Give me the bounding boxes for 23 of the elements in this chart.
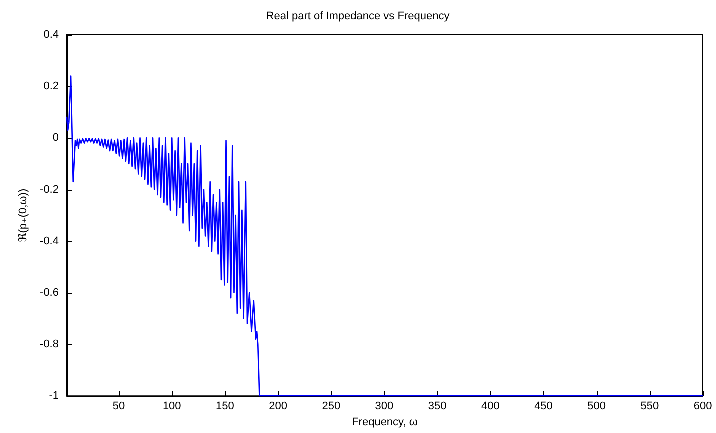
x-tick-label: 600 [694, 400, 712, 413]
y-tick-label: -0.8 [40, 338, 59, 351]
y-axis-title: ℜ(p₊(0,ω)) [18, 188, 30, 242]
x-tick-label: 50 [112, 400, 126, 413]
x-tick-label: 150 [216, 400, 234, 413]
y-tick-label: -0.2 [40, 184, 59, 196]
x-tick-label: 300 [375, 400, 394, 413]
y-tick-label: 0.2 [44, 80, 59, 93]
x-tick-label: 200 [269, 400, 288, 413]
x-tick-label: 250 [322, 400, 341, 413]
y-tick-label: -0.6 [40, 286, 59, 299]
x-tick-label: 100 [162, 400, 182, 413]
x-tick-label: 450 [534, 400, 553, 413]
y-tick-label: -0.4 [40, 235, 59, 248]
x-tick-label: 400 [481, 400, 500, 413]
y-tick-label: 0.4 [44, 29, 59, 41]
x-tick-label: 500 [588, 400, 606, 413]
x-axis-title: Frequency, ω [352, 416, 418, 428]
x-tick-label: 350 [428, 400, 447, 413]
y-tick-label: -1 [49, 390, 59, 402]
y-tick-label: 0 [52, 132, 59, 144]
chart-title: Real part of Impedance vs Frequency [266, 10, 450, 22]
x-tick-label: 550 [640, 400, 660, 413]
